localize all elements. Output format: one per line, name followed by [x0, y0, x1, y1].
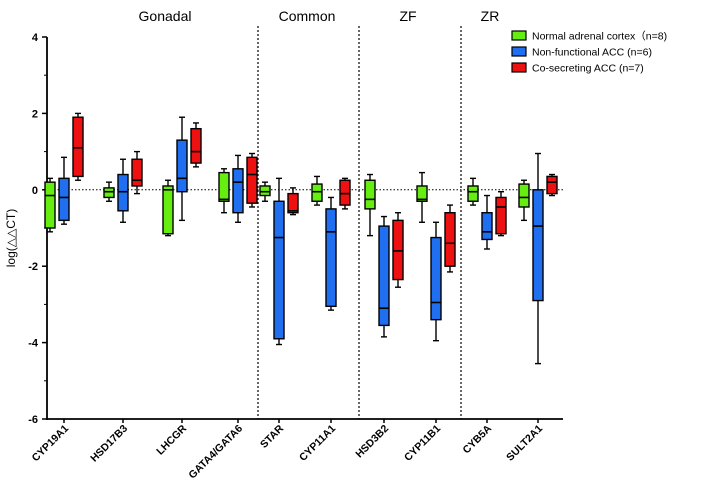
category-label-hsd3b2: HSD3B2: [353, 423, 391, 461]
y-tick-label: 2: [32, 108, 38, 120]
box-2-hsd17b3: [117, 158, 129, 223]
box-2-cyp11b1: [430, 221, 442, 342]
box-1-cyp11a1: [311, 175, 323, 206]
iqr-box: [392, 219, 404, 281]
iqr-box: [218, 171, 230, 202]
box-2-gata4-gata6: [232, 154, 244, 223]
box-1-hsd17b3: [103, 181, 115, 202]
group-label-common: Common: [279, 8, 336, 24]
box-1-gata4-gata6: [218, 168, 230, 214]
y-tick-label: -4: [28, 338, 39, 350]
category-label-star: STAR: [258, 422, 286, 450]
iqr-box: [378, 225, 390, 327]
box-2-cyp11a1: [325, 196, 337, 311]
box-3-lhcgr: [190, 122, 202, 168]
box-2-star: [273, 177, 285, 346]
legend-label: Normal adrenal cortex（n=8): [532, 31, 667, 43]
box-1-cyp11b1: [416, 171, 428, 223]
y-tick-label: 4: [32, 32, 39, 44]
iqr-box: [273, 200, 285, 340]
category-label-cyp11b1: CYP11B1: [402, 423, 443, 464]
box-3-cyp11b1: [444, 204, 456, 273]
group-label-gonadal: Gonadal: [139, 8, 192, 24]
box-3-cyp11a1: [339, 177, 351, 210]
iqr-box: [444, 212, 456, 267]
iqr-box: [339, 179, 351, 206]
iqr-box: [246, 156, 258, 204]
legend: Normal adrenal cortex（n=8) Non-functional…: [511, 30, 667, 75]
legend-item-3: Co-secreting ACC (n=7): [511, 62, 644, 75]
legend-swatch: [511, 62, 527, 73]
iqr-box: [162, 185, 174, 235]
category-label-sult2a1: SULT2A1: [504, 423, 545, 464]
iqr-box: [117, 173, 129, 212]
category-label-cyb5a: CYB5A: [460, 422, 494, 456]
category-label-lhcgr: LHCGR: [154, 422, 189, 457]
iqr-box: [546, 175, 558, 195]
box-1-star: [259, 181, 271, 202]
legend-label: Co-secreting ACC (n=7): [532, 63, 644, 75]
y-tick-label: -6: [28, 414, 38, 426]
iqr-box: [287, 192, 299, 214]
box-2-cyp19a1: [58, 156, 70, 225]
iqr-box: [44, 181, 56, 229]
iqr-box: [532, 189, 544, 302]
box-1-cyp19a1: [44, 177, 56, 233]
group-label-zr: ZR: [481, 8, 500, 24]
iqr-box: [518, 183, 530, 208]
y-axis-title: log(△△CT): [4, 209, 18, 267]
box-3-sult2a1: [546, 173, 558, 197]
iqr-box: [495, 196, 507, 235]
y-tick-label: 0: [32, 185, 38, 197]
box-1-lhcgr: [162, 179, 174, 237]
box-1-sult2a1: [518, 179, 530, 222]
y-tick-label: -2: [28, 261, 38, 273]
box-2-sult2a1: [532, 152, 544, 365]
iqr-box: [481, 212, 493, 241]
iqr-box: [131, 158, 143, 187]
iqr-box: [259, 185, 271, 197]
iqr-box: [190, 127, 202, 164]
category-label-hsd17b3: HSD17B3: [88, 423, 130, 465]
box-3-cyb5a: [495, 191, 507, 237]
box-3-hsd17b3: [131, 150, 143, 195]
legend-item-1: Normal adrenal cortex（n=8): [511, 30, 667, 43]
category-label-gata4-gata6: GATA4/GATA6: [186, 423, 245, 482]
iqr-box: [103, 187, 115, 199]
iqr-box: [467, 185, 479, 202]
box-3-gata4-gata6: [246, 152, 258, 208]
boxes-layer: [44, 112, 558, 365]
iqr-box: [311, 183, 323, 202]
iqr-box: [58, 177, 70, 222]
box-3-hsd3b2: [392, 212, 404, 288]
iqr-box: [416, 185, 428, 202]
category-label-cyp11a1: CYP11A1: [297, 423, 338, 464]
iqr-box: [430, 236, 442, 321]
box-3-cyp19a1: [72, 112, 84, 181]
legend-label: Non-functional ACC (n=6): [532, 47, 652, 59]
group-label-zf: ZF: [399, 8, 416, 24]
legend-swatch: [511, 30, 527, 41]
iqr-box: [176, 139, 188, 193]
iqr-box: [72, 116, 84, 178]
box-1-hsd3b2: [364, 173, 376, 237]
grid-layer: [47, 26, 563, 419]
legend-swatch: [511, 46, 527, 57]
box-2-lhcgr: [176, 116, 188, 222]
box-1-cyb5a: [467, 177, 479, 206]
iqr-box: [325, 208, 337, 308]
legend-item-2: Non-functional ACC (n=6): [511, 46, 652, 59]
iqr-box: [364, 179, 376, 210]
iqr-box: [232, 168, 244, 214]
box-2-hsd3b2: [378, 215, 390, 338]
category-label-cyp19a1: CYP19A1: [30, 423, 72, 465]
box-3-star: [287, 187, 299, 216]
box-2-cyb5a: [481, 194, 493, 250]
